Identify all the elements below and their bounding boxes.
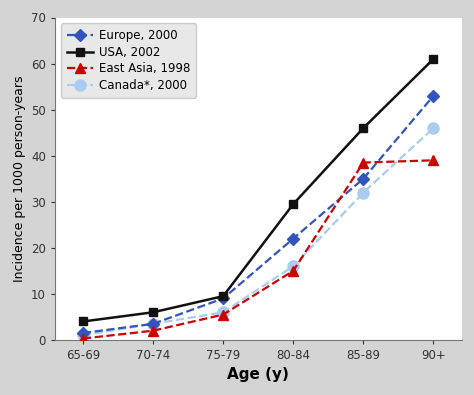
Canada*, 2000 — [80, 333, 86, 338]
Line: East Asia, 1998: East Asia, 1998 — [78, 155, 438, 343]
Europe, 2000 — [291, 236, 296, 241]
East Asia, 1998 — [150, 328, 156, 333]
USA, 2002 — [430, 56, 436, 61]
USA, 2002 — [361, 126, 366, 130]
East Asia, 1998 — [361, 160, 366, 165]
East Asia, 1998 — [430, 158, 436, 163]
USA, 2002 — [80, 319, 86, 324]
Y-axis label: Incidence per 1000 person-years: Incidence per 1000 person-years — [12, 75, 26, 282]
Europe, 2000 — [430, 94, 436, 98]
USA, 2002 — [291, 202, 296, 207]
Canada*, 2000 — [150, 322, 156, 326]
Europe, 2000 — [150, 322, 156, 326]
East Asia, 1998 — [291, 269, 296, 273]
Canada*, 2000 — [430, 126, 436, 130]
X-axis label: Age (y): Age (y) — [228, 367, 289, 382]
Europe, 2000 — [80, 331, 86, 335]
Canada*, 2000 — [220, 310, 226, 315]
Canada*, 2000 — [361, 190, 366, 195]
Line: Canada*, 2000: Canada*, 2000 — [77, 122, 439, 341]
Line: Europe, 2000: Europe, 2000 — [79, 92, 438, 337]
USA, 2002 — [220, 294, 226, 299]
Europe, 2000 — [220, 296, 226, 301]
Legend: Europe, 2000, USA, 2002, East Asia, 1998, Canada*, 2000: Europe, 2000, USA, 2002, East Asia, 1998… — [61, 23, 196, 98]
Europe, 2000 — [361, 176, 366, 181]
Canada*, 2000 — [291, 264, 296, 269]
East Asia, 1998 — [80, 336, 86, 341]
East Asia, 1998 — [220, 312, 226, 317]
Line: USA, 2002: USA, 2002 — [79, 55, 438, 325]
USA, 2002 — [150, 310, 156, 315]
